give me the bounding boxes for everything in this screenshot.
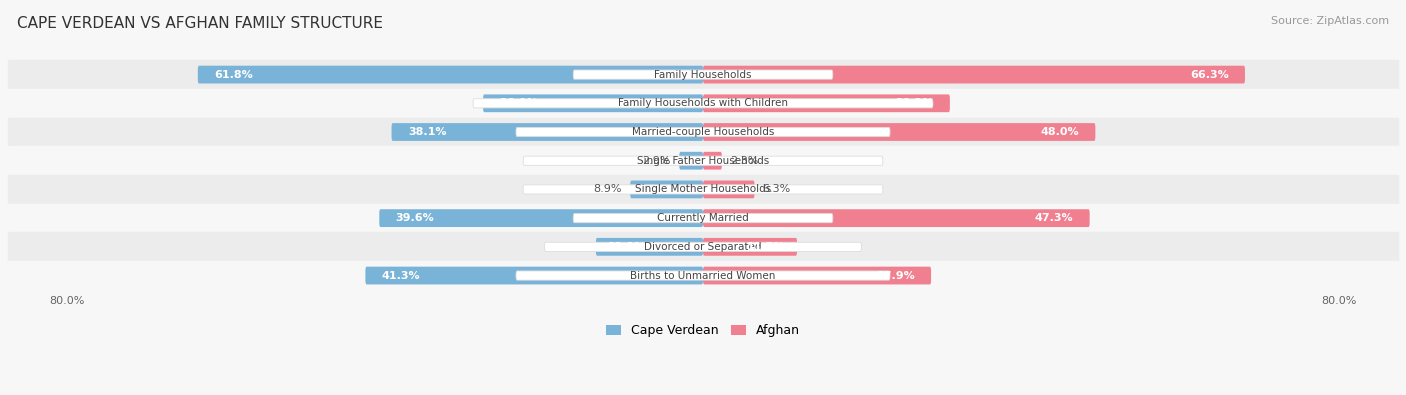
Text: 26.9%: 26.9% (499, 98, 538, 108)
FancyBboxPatch shape (679, 152, 703, 169)
Bar (8, 118, 1398, 147)
Text: 2.3%: 2.3% (730, 156, 758, 166)
Text: 80.0%: 80.0% (49, 296, 84, 306)
FancyBboxPatch shape (366, 267, 703, 284)
FancyBboxPatch shape (574, 214, 832, 223)
FancyBboxPatch shape (703, 123, 1095, 141)
FancyBboxPatch shape (703, 209, 1090, 227)
Bar (8, 261, 1398, 290)
FancyBboxPatch shape (703, 152, 721, 169)
Bar (8, 147, 1398, 175)
Text: 66.3%: 66.3% (1189, 70, 1229, 80)
Text: 48.0%: 48.0% (1040, 127, 1078, 137)
Text: 61.8%: 61.8% (214, 70, 253, 80)
FancyBboxPatch shape (391, 123, 703, 141)
Text: 41.3%: 41.3% (382, 271, 420, 280)
Text: 47.3%: 47.3% (1035, 213, 1073, 223)
Bar (8, 233, 1398, 261)
FancyBboxPatch shape (516, 128, 890, 137)
FancyBboxPatch shape (472, 99, 934, 108)
Text: 13.1%: 13.1% (609, 242, 647, 252)
Text: Single Father Households: Single Father Households (637, 156, 769, 166)
Text: 30.2%: 30.2% (896, 98, 934, 108)
FancyBboxPatch shape (703, 238, 797, 256)
FancyBboxPatch shape (523, 185, 883, 194)
Text: 39.6%: 39.6% (395, 213, 434, 223)
Text: Married-couple Households: Married-couple Households (631, 127, 775, 137)
Text: Family Households with Children: Family Households with Children (619, 98, 787, 108)
Legend: Cape Verdean, Afghan: Cape Verdean, Afghan (600, 320, 806, 342)
Text: Divorced or Separated: Divorced or Separated (644, 242, 762, 252)
FancyBboxPatch shape (484, 94, 703, 112)
FancyBboxPatch shape (516, 271, 890, 280)
Bar (8, 60, 1398, 89)
Text: Births to Unmarried Women: Births to Unmarried Women (630, 271, 776, 280)
Text: Single Mother Households: Single Mother Households (636, 184, 770, 194)
Text: 38.1%: 38.1% (408, 127, 447, 137)
FancyBboxPatch shape (703, 66, 1244, 83)
Text: 6.3%: 6.3% (762, 184, 792, 194)
Text: CAPE VERDEAN VS AFGHAN FAMILY STRUCTURE: CAPE VERDEAN VS AFGHAN FAMILY STRUCTURE (17, 16, 382, 31)
Text: Family Households: Family Households (654, 70, 752, 80)
Text: 8.9%: 8.9% (593, 184, 621, 194)
FancyBboxPatch shape (380, 209, 703, 227)
FancyBboxPatch shape (703, 267, 931, 284)
FancyBboxPatch shape (703, 94, 950, 112)
Bar (8, 204, 1398, 233)
Bar (8, 89, 1398, 118)
Text: 2.9%: 2.9% (643, 156, 671, 166)
Text: 80.0%: 80.0% (1322, 296, 1357, 306)
FancyBboxPatch shape (703, 181, 755, 198)
FancyBboxPatch shape (596, 238, 703, 256)
FancyBboxPatch shape (523, 156, 883, 166)
FancyBboxPatch shape (574, 70, 832, 79)
Text: Source: ZipAtlas.com: Source: ZipAtlas.com (1271, 16, 1389, 26)
FancyBboxPatch shape (544, 242, 862, 252)
FancyBboxPatch shape (630, 181, 703, 198)
Bar (8, 175, 1398, 204)
FancyBboxPatch shape (198, 66, 703, 83)
Text: 11.5%: 11.5% (747, 242, 785, 252)
Text: Currently Married: Currently Married (657, 213, 749, 223)
Text: 27.9%: 27.9% (876, 271, 915, 280)
